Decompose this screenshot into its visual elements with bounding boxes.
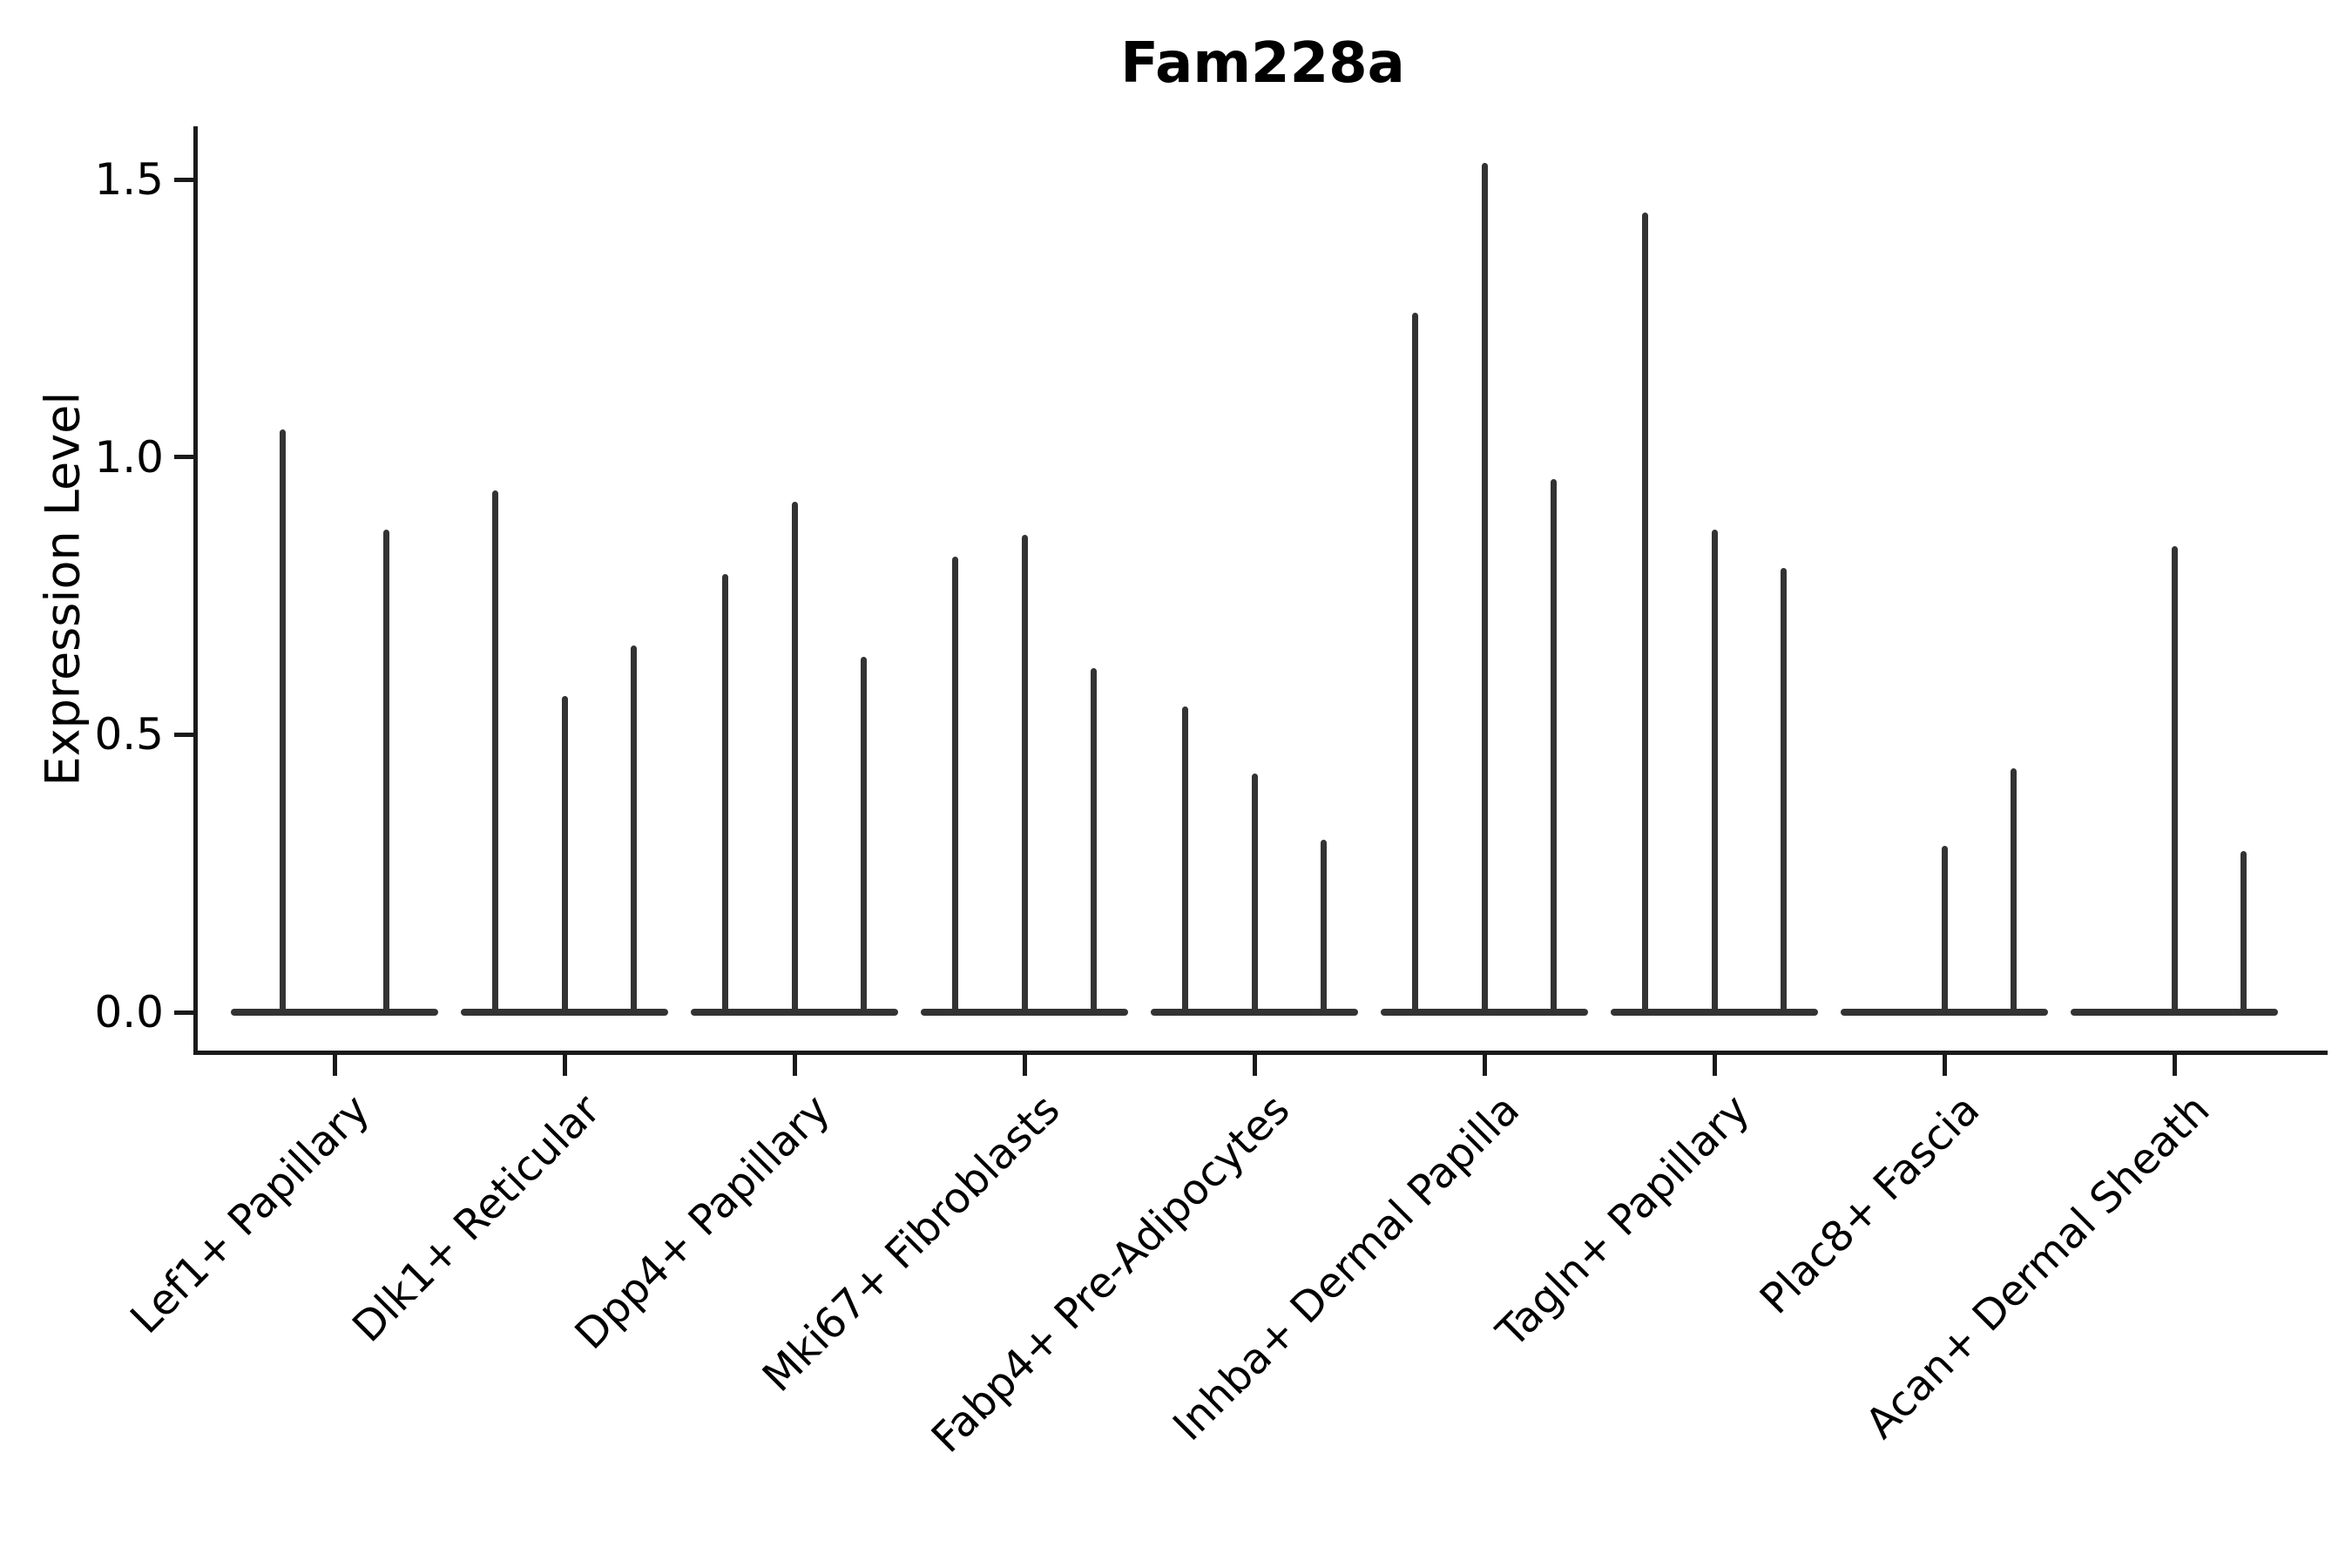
- violin-baseline: [1381, 1009, 1588, 1016]
- x-axis-spine: [193, 1051, 2328, 1055]
- x-tick: [562, 1055, 567, 1076]
- violin-spike: [630, 645, 637, 1012]
- violin-baseline: [1611, 1009, 1818, 1016]
- x-tick-label: Dpp4+ Papillary: [565, 1085, 840, 1359]
- violin-spike: [791, 501, 798, 1012]
- y-tick: [174, 177, 193, 182]
- y-tick-label: 1.5: [94, 154, 164, 206]
- violin-baseline: [1841, 1009, 2048, 1016]
- violin-spike: [383, 529, 389, 1012]
- violin-spike: [2010, 767, 2017, 1012]
- violin-spike: [1251, 773, 1258, 1012]
- violin-baseline: [1151, 1009, 1358, 1016]
- violin-spike: [1182, 706, 1189, 1012]
- x-tick: [792, 1055, 797, 1076]
- violin-spike: [1642, 213, 1649, 1012]
- violin-spike: [1780, 568, 1787, 1012]
- violin-spike: [2240, 851, 2247, 1012]
- violin-spike: [492, 490, 499, 1012]
- violin-spike: [1711, 529, 1718, 1012]
- x-tick: [1482, 1055, 1487, 1076]
- y-tick-label: 1.0: [94, 431, 164, 483]
- violin-spike: [722, 573, 729, 1012]
- y-tick: [174, 1010, 193, 1015]
- violin-spike: [952, 557, 959, 1012]
- violin-baseline: [921, 1009, 1128, 1016]
- y-axis-spine: [193, 126, 198, 1055]
- x-tick: [1022, 1055, 1027, 1076]
- y-tick-label: 0.5: [94, 709, 164, 760]
- violin-spike: [1090, 667, 1097, 1012]
- violin-spike: [280, 429, 286, 1012]
- violin-spike: [2171, 545, 2178, 1012]
- violin-spike: [1412, 313, 1419, 1012]
- x-tick: [332, 1055, 337, 1076]
- x-tick: [1252, 1055, 1257, 1076]
- y-tick: [174, 732, 193, 737]
- violin-spike: [860, 657, 867, 1012]
- violin-baseline: [231, 1009, 438, 1016]
- x-tick-label: Dlk1+ Reticular: [342, 1085, 610, 1352]
- x-tick: [2172, 1055, 2177, 1076]
- x-tick-label: Tagln+ Papillary: [1487, 1085, 1760, 1357]
- violin-baseline: [691, 1009, 898, 1016]
- violin-baseline: [2071, 1009, 2278, 1016]
- violin-spike: [1021, 534, 1028, 1012]
- violin-spike: [1941, 845, 1948, 1012]
- x-tick: [1942, 1055, 1947, 1076]
- x-tick: [1712, 1055, 1717, 1076]
- chart-title: Fam228a: [1120, 31, 1405, 96]
- violin-baseline: [461, 1009, 668, 1016]
- x-tick-label: Lef1+ Papillary: [121, 1085, 380, 1343]
- violin-spike: [1481, 162, 1488, 1012]
- violin-spike: [1550, 479, 1557, 1012]
- violin-spike: [1320, 840, 1327, 1012]
- y-tick: [174, 455, 193, 460]
- violin-spike: [561, 695, 568, 1012]
- y-tick-label: 0.0: [94, 987, 164, 1037]
- x-tick-label: Plac8+ Fascia: [1750, 1085, 1990, 1324]
